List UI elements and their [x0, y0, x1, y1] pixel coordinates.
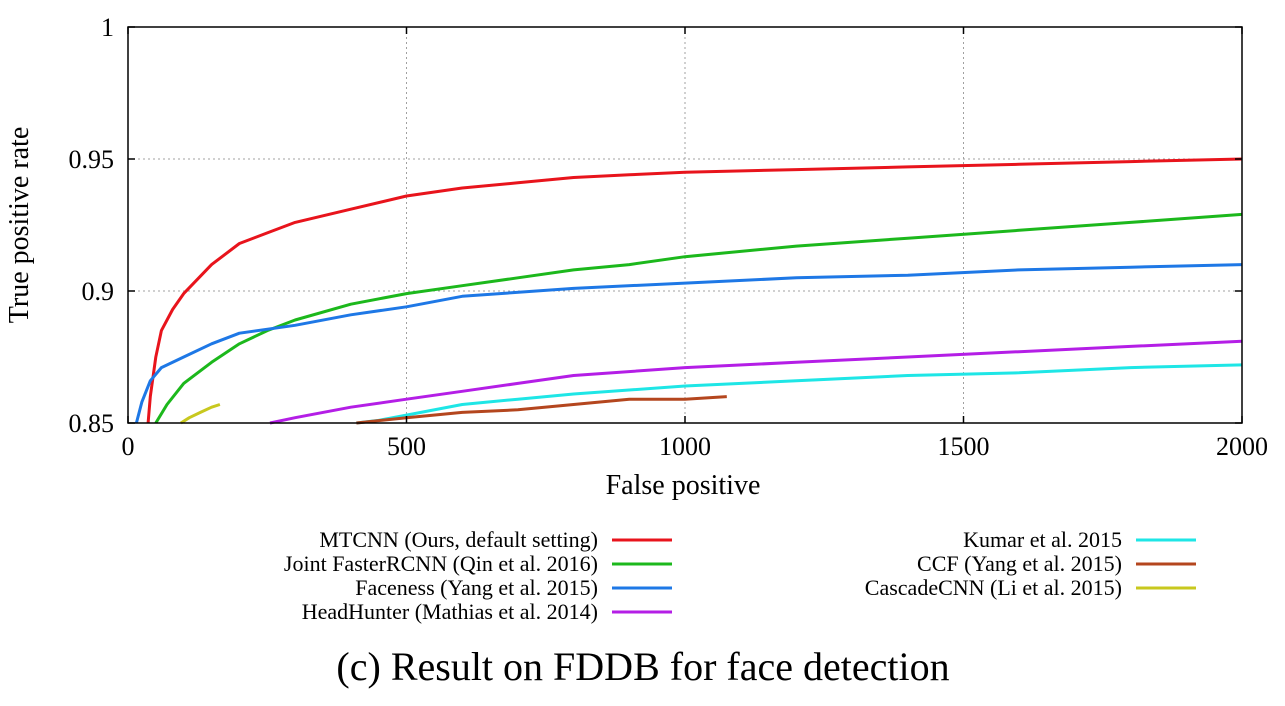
x-tick-label: 1500: [938, 432, 990, 461]
y-tick-label: 0.95: [69, 145, 115, 174]
legend: MTCNN (Ours, default setting)Joint Faste…: [284, 527, 1196, 624]
x-axis-label: False positive: [606, 470, 761, 501]
legend-label: Joint FasterRCNN (Qin et al. 2016): [284, 551, 598, 576]
series-line: [180, 403, 221, 425]
legend-label: HeadHunter (Mathias et al. 2014): [302, 599, 598, 624]
y-tick-label: 0.85: [69, 409, 115, 438]
series-line: [356, 363, 1243, 425]
y-tick-label: 0.9: [82, 277, 115, 306]
legend-label: Faceness (Yang et al. 2015): [355, 575, 598, 600]
x-tick-label: 1000: [659, 432, 711, 461]
series-lines: [134, 157, 1243, 425]
series-line: [269, 339, 1243, 425]
figure-caption: (c) Result on FDDB for face detection: [336, 644, 949, 689]
x-tick-label: 2000: [1216, 432, 1268, 461]
grid: [128, 27, 1242, 423]
series-line: [356, 395, 727, 425]
legend-label: CCF (Yang et al. 2015): [917, 551, 1122, 576]
series-line: [134, 263, 1243, 424]
series-line: [146, 157, 1243, 424]
legend-label: Kumar et al. 2015: [963, 527, 1122, 552]
y-axis-label: True positive rate: [4, 127, 35, 324]
axis-ticks: 0 500 1000 1500 2000 0.85 0.9 0.95 1: [69, 13, 1269, 461]
x-tick-label: 0: [122, 432, 135, 461]
legend-label: MTCNN (Ours, default setting): [319, 527, 598, 552]
y-tick-label: 1: [101, 13, 114, 42]
series-line: [154, 212, 1243, 424]
legend-label: CascadeCNN (Li et al. 2015): [865, 575, 1122, 600]
x-tick-label: 500: [387, 432, 426, 461]
